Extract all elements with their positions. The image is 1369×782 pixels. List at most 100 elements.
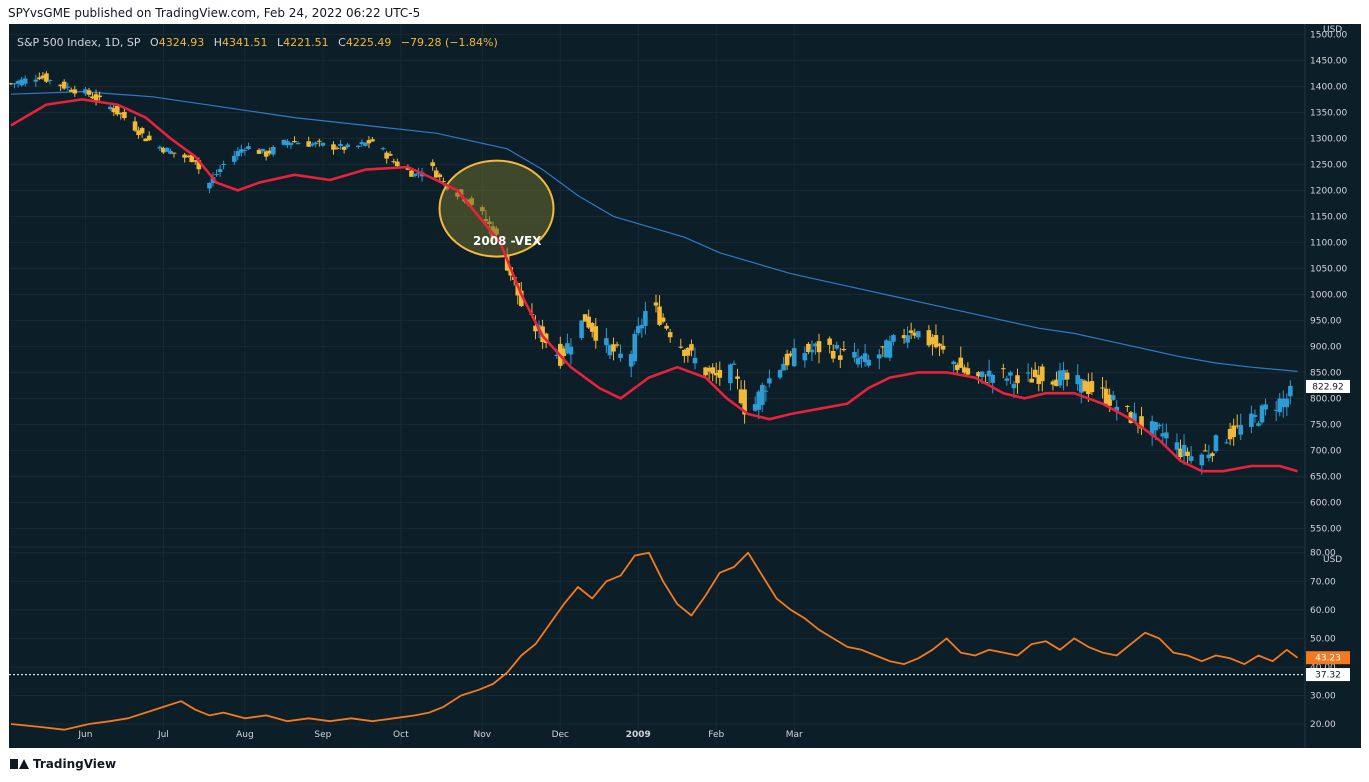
candle-body bbox=[561, 348, 567, 356]
candle-body bbox=[901, 335, 907, 339]
vix-axis[interactable]: 20.00 30.00 40.00 50.00 60.00 70.00 80.00 bbox=[1310, 549, 1336, 730]
candle-body bbox=[951, 361, 956, 365]
candle-body bbox=[1114, 406, 1120, 412]
legend-high-label: H bbox=[214, 36, 222, 49]
candle-body bbox=[260, 148, 265, 152]
candle-body bbox=[809, 349, 815, 353]
candle-body bbox=[738, 389, 744, 404]
candle-body bbox=[118, 112, 124, 115]
legend-low-label: L bbox=[277, 36, 284, 49]
candle-body bbox=[285, 141, 290, 146]
candle-body bbox=[409, 170, 414, 177]
sma-layer bbox=[10, 90, 1298, 372]
candle-body bbox=[292, 140, 297, 143]
price-tick-label: 900.00 bbox=[1310, 342, 1342, 352]
candle-body bbox=[1110, 395, 1116, 400]
candle-body bbox=[164, 147, 170, 152]
last-price-box bbox=[1306, 379, 1350, 393]
time-tick-label: Jun bbox=[77, 730, 92, 740]
price-tick-label: 700.00 bbox=[1310, 446, 1342, 456]
candle-body bbox=[239, 149, 244, 153]
candle-body bbox=[852, 352, 857, 358]
candle-body bbox=[1160, 433, 1166, 437]
candle-body bbox=[958, 357, 964, 368]
candle-body bbox=[1029, 378, 1034, 383]
candle-body bbox=[267, 150, 273, 154]
candle-body bbox=[1164, 432, 1169, 439]
vix-grid bbox=[9, 552, 1305, 725]
footer-brand-text: TradingView bbox=[33, 757, 117, 771]
candle-body bbox=[685, 347, 691, 356]
price-tick-label: 1300.00 bbox=[1310, 134, 1347, 144]
time-tick-label: Nov bbox=[474, 730, 492, 740]
candle-body bbox=[15, 81, 21, 84]
candle-body bbox=[40, 75, 46, 79]
candle-body bbox=[366, 140, 372, 144]
candle-layer bbox=[9, 71, 1293, 475]
candle-body bbox=[926, 330, 932, 346]
candle-body bbox=[565, 343, 570, 354]
chart-canvas[interactable]: 2008 -VEX 550.00 600.00 650.00 700.00 750.00… bbox=[9, 24, 1361, 748]
candle-body bbox=[731, 363, 737, 365]
candle-body bbox=[777, 370, 783, 378]
time-tick-label: Oct bbox=[393, 730, 409, 740]
price-tick-label: 1250.00 bbox=[1310, 160, 1347, 170]
candle-body bbox=[1125, 405, 1130, 407]
price-tick-label: 650.00 bbox=[1310, 472, 1342, 482]
candle-body bbox=[1227, 428, 1233, 440]
candle-body bbox=[1004, 378, 1010, 381]
candle-body bbox=[22, 78, 28, 84]
candle-body bbox=[433, 170, 439, 178]
candle-body bbox=[859, 356, 864, 359]
candle-body bbox=[1273, 409, 1279, 411]
time-tick-label: Mar bbox=[786, 730, 803, 740]
candle-body bbox=[331, 144, 336, 150]
legend-high-value: 4341.51 bbox=[222, 36, 268, 49]
candle-body bbox=[717, 369, 723, 378]
highlight-ellipse[interactable] bbox=[438, 159, 555, 258]
price-axis[interactable]: 550.00 600.00 650.00 700.00 750.00 800.00 850.… bbox=[1310, 30, 1347, 534]
candle-body bbox=[802, 353, 808, 361]
candle-body bbox=[880, 346, 886, 348]
candle-body bbox=[554, 354, 560, 356]
candle-body bbox=[9, 83, 14, 85]
candle-body bbox=[313, 142, 319, 145]
candle-body bbox=[962, 367, 967, 373]
candle-body bbox=[1174, 442, 1180, 450]
candle-body bbox=[242, 149, 248, 151]
candle-body bbox=[235, 150, 241, 157]
candle-body bbox=[979, 371, 985, 378]
candle-body bbox=[196, 160, 202, 170]
candle-body bbox=[246, 146, 251, 150]
price-tick-label: 950.00 bbox=[1310, 316, 1342, 326]
candle-body bbox=[1082, 380, 1088, 392]
vix-tick-label: 70.00 bbox=[1310, 577, 1336, 587]
candle-body bbox=[58, 84, 63, 87]
candle-body bbox=[752, 404, 758, 411]
time-axis[interactable]: Jun Jul Aug Sep Oct Nov Dec 2009 Feb Mar bbox=[77, 730, 803, 740]
candle-body bbox=[370, 139, 375, 142]
candle-body bbox=[1288, 385, 1293, 397]
vix-reference-text: 37.32 bbox=[1315, 671, 1341, 681]
candle-body bbox=[1277, 398, 1283, 413]
legend-open-label: O bbox=[150, 36, 159, 49]
candle-body bbox=[667, 332, 673, 338]
candle-body bbox=[320, 142, 326, 146]
candle-body bbox=[207, 182, 212, 189]
candle-body bbox=[735, 376, 740, 379]
candle-body bbox=[866, 359, 871, 366]
candle-body bbox=[161, 147, 166, 153]
candle-body bbox=[1256, 423, 1261, 426]
vix-value-tag: 43.23 bbox=[1306, 651, 1350, 665]
candle-body bbox=[990, 374, 995, 383]
candle-body bbox=[1284, 398, 1290, 408]
candle-body bbox=[1238, 424, 1244, 435]
price-tick-label: 850.00 bbox=[1310, 368, 1342, 378]
candle-body bbox=[132, 121, 138, 131]
candle-body bbox=[678, 346, 684, 348]
candle-body bbox=[976, 372, 981, 377]
candle-body bbox=[1181, 444, 1187, 456]
candle-body bbox=[887, 341, 893, 358]
candle-body bbox=[639, 324, 645, 329]
candle-body bbox=[338, 144, 343, 147]
